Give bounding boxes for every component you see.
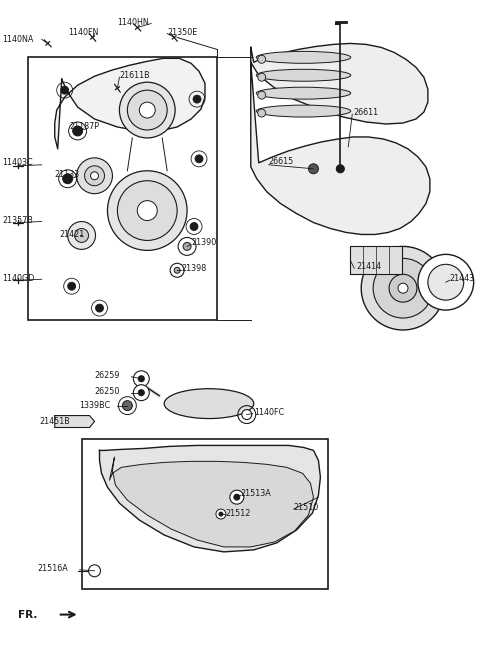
Text: FR.: FR. [18,609,37,619]
Text: 21443: 21443 [450,274,475,283]
Circle shape [258,55,266,64]
Circle shape [336,165,344,173]
Circle shape [190,222,198,230]
Circle shape [230,490,244,504]
Circle shape [418,255,474,310]
Text: 21512: 21512 [225,508,250,518]
Text: 1140GD: 1140GD [2,274,35,283]
Circle shape [108,171,187,251]
Circle shape [373,258,433,318]
Text: 21414: 21414 [356,262,382,271]
Text: 1140FC: 1140FC [254,408,284,417]
Circle shape [89,565,100,577]
Circle shape [68,222,96,249]
Bar [82,440,328,588]
Circle shape [63,174,72,184]
Ellipse shape [164,389,254,419]
Circle shape [170,263,184,277]
Circle shape [96,304,104,312]
Circle shape [174,267,180,274]
Circle shape [74,228,89,243]
Circle shape [137,201,157,220]
Text: 26611: 26611 [353,108,378,117]
Circle shape [216,509,226,519]
Circle shape [91,172,98,180]
Circle shape [122,401,132,411]
Polygon shape [99,445,321,552]
Circle shape [309,164,318,174]
Text: 21451B: 21451B [40,417,71,426]
Circle shape [195,155,203,163]
Circle shape [139,102,155,118]
Circle shape [193,95,201,103]
Text: 21398: 21398 [181,264,206,273]
Circle shape [127,90,167,130]
Text: 21350E: 21350E [167,28,197,37]
Text: 1140HN: 1140HN [118,18,149,27]
Circle shape [120,82,175,138]
Text: 21133: 21133 [55,171,80,179]
Circle shape [178,237,196,255]
Text: 1140NA: 1140NA [2,35,34,44]
Text: 21421: 21421 [60,230,85,239]
Text: 21357B: 21357B [2,216,33,225]
Text: 1140FN: 1140FN [68,28,98,37]
Ellipse shape [256,105,351,117]
Polygon shape [55,415,95,428]
Text: 21510: 21510 [294,502,319,512]
Circle shape [84,166,105,186]
Circle shape [234,494,240,500]
Circle shape [242,409,252,420]
Circle shape [133,384,149,401]
Text: 21611B: 21611B [120,71,150,80]
Circle shape [60,86,69,94]
Circle shape [72,126,83,136]
Circle shape [68,282,76,290]
Circle shape [138,390,144,396]
Ellipse shape [256,70,351,81]
Circle shape [183,243,191,251]
Polygon shape [251,43,428,124]
Text: 21187P: 21187P [70,123,100,131]
Polygon shape [55,58,205,149]
Ellipse shape [256,51,351,64]
Text: 21513A: 21513A [241,489,272,498]
Text: 1339BC: 1339BC [80,401,111,410]
Text: 26259: 26259 [95,371,120,380]
Polygon shape [109,457,313,547]
Circle shape [398,283,408,293]
Circle shape [258,109,266,117]
Text: 21390: 21390 [191,238,216,247]
Text: 26615: 26615 [269,157,294,167]
Circle shape [258,73,266,81]
Circle shape [77,158,112,194]
Circle shape [133,371,149,386]
Circle shape [428,264,464,300]
Circle shape [118,181,177,241]
Circle shape [138,376,144,382]
Bar [350,247,402,274]
Text: 21516A: 21516A [38,564,69,573]
Circle shape [389,274,417,302]
Circle shape [219,512,223,516]
Text: 26250: 26250 [95,387,120,396]
Circle shape [361,247,445,330]
Bar [28,57,217,320]
Circle shape [258,91,266,99]
Text: 11403C: 11403C [2,158,33,167]
Ellipse shape [256,87,351,99]
Polygon shape [251,62,430,234]
